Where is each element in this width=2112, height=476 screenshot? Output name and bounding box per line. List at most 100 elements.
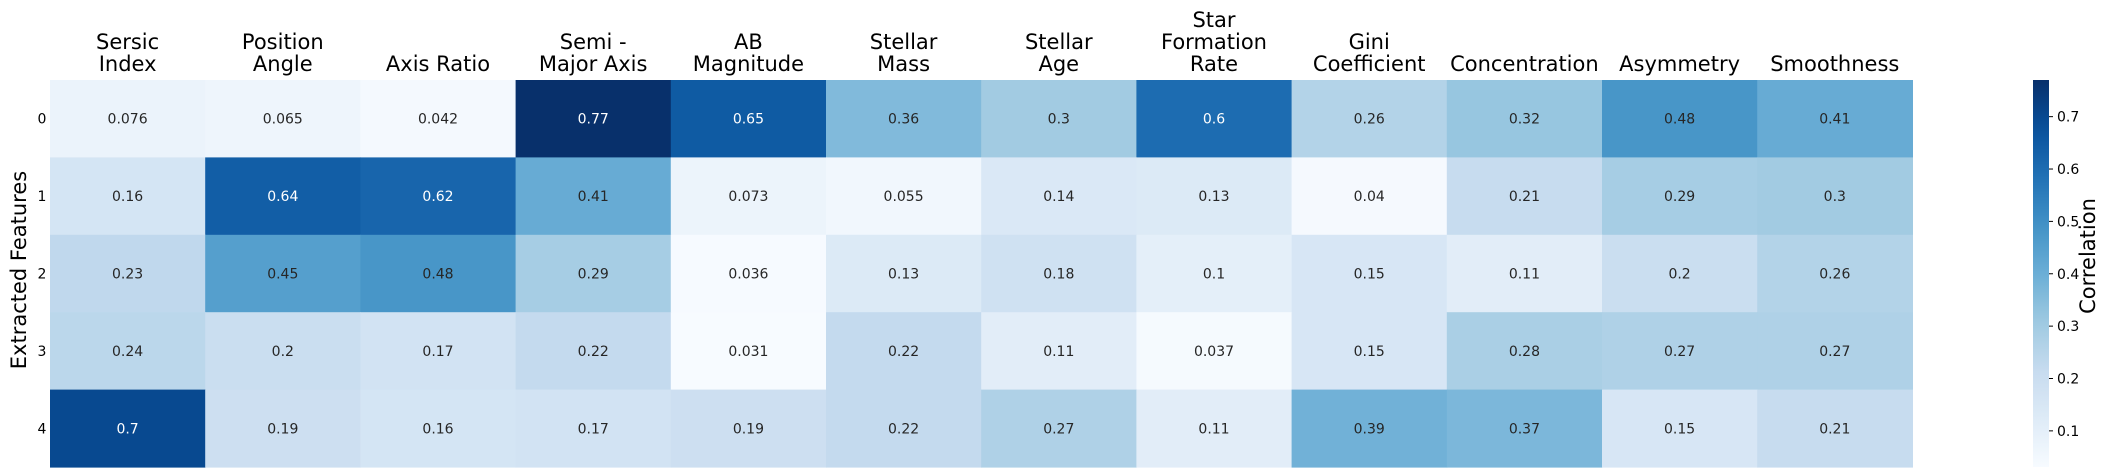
column-label: Position (242, 30, 324, 54)
cell-value-label: 0.16 (112, 189, 143, 205)
cell-value-label: 0.18 (1043, 267, 1074, 283)
heatmap-cell (1602, 312, 1758, 391)
cell-value-label: 0.21 (1509, 189, 1540, 205)
cell-value-label: 0.036 (728, 267, 768, 283)
column-label: Rate (1190, 52, 1238, 76)
cell-value-label: 0.11 (1509, 267, 1540, 283)
cell-value-label: 0.2 (1668, 267, 1690, 283)
heatmap-cell (1291, 234, 1448, 313)
cell-value-label: 0.076 (108, 112, 148, 128)
colorbar-tick-label: 0.1 (2057, 424, 2079, 440)
heatmap-cell (1446, 80, 1603, 158)
heatmap-cell (1602, 80, 1758, 158)
colorbar-tick-label: 0.7 (2057, 110, 2079, 126)
cell-value-label: 0.22 (578, 344, 609, 360)
heatmap-cell (826, 157, 982, 236)
heatmap-cell (50, 80, 206, 158)
column-label: Gini (1349, 30, 1390, 54)
cell-value-label: 0.04 (1354, 189, 1385, 205)
heatmap-cell (981, 389, 1137, 468)
row-label: 2 (38, 267, 47, 283)
column-label: Star (1192, 8, 1235, 32)
heatmap-cell (1136, 312, 1293, 391)
cell-value-label: 0.3 (1824, 189, 1846, 205)
column-label: Semi - (560, 30, 627, 54)
heatmap-cell (360, 234, 517, 313)
heatmap-cell (1757, 312, 1913, 391)
cell-value-label: 0.26 (1819, 267, 1850, 283)
heatmap-cell (1136, 234, 1293, 313)
cell-value-label: 0.2 (272, 344, 294, 360)
heatmap-cell (50, 157, 206, 236)
cell-value-label: 0.32 (1509, 112, 1540, 128)
heatmap-cell (515, 80, 672, 158)
cell-value-label: 0.29 (578, 267, 609, 283)
row-label: 3 (38, 344, 47, 360)
heatmap-cell (50, 389, 206, 468)
cell-value-label: 0.64 (267, 189, 298, 205)
cell-value-label: 0.042 (418, 112, 458, 128)
heatmap-cell (670, 312, 827, 391)
cell-value-label: 0.14 (1043, 189, 1074, 205)
cell-value-label: 0.28 (1509, 344, 1540, 360)
column-label: Angle (253, 52, 313, 76)
y-axis-label: Extracted Features (7, 171, 31, 369)
heatmap-cell (360, 389, 517, 468)
heatmap-cell (1757, 389, 1913, 468)
heatmap-cell (1446, 389, 1603, 468)
column-label: Mass (877, 52, 930, 76)
heatmap-cell (1602, 389, 1758, 468)
cell-value-label: 0.7 (116, 421, 138, 437)
cell-value-label: 0.055 (884, 189, 924, 205)
row-label: 1 (38, 189, 47, 205)
colorbar-tick-label: 0.3 (2057, 319, 2079, 335)
heatmap-cell (1602, 234, 1758, 313)
column-label: Coefficient (1313, 52, 1426, 76)
heatmap-cell (360, 157, 517, 236)
column-label: Asymmetry (1619, 52, 1740, 76)
cell-value-label: 0.073 (728, 189, 768, 205)
heatmap-cell (205, 234, 361, 313)
cell-value-label: 0.77 (578, 112, 609, 128)
cell-value-label: 0.065 (263, 112, 303, 128)
heatmap-cell (1136, 80, 1293, 158)
cell-value-label: 0.15 (1354, 344, 1385, 360)
heatmap-cell (1757, 157, 1913, 236)
heatmap-cell (360, 80, 517, 158)
cell-value-label: 0.16 (422, 421, 453, 437)
cell-value-label: 0.11 (1043, 344, 1074, 360)
heatmap-cell (515, 389, 672, 468)
cell-value-label: 0.27 (1043, 421, 1074, 437)
heatmap-cell (981, 234, 1137, 313)
heatmap-cell (670, 389, 827, 468)
cell-value-label: 0.23 (112, 267, 143, 283)
heatmap-cell (205, 389, 361, 468)
heatmap-cell (826, 80, 982, 158)
cell-value-label: 0.22 (888, 344, 919, 360)
heatmap-cell (205, 312, 361, 391)
cell-value-label: 0.22 (888, 421, 919, 437)
heatmap-cell (515, 312, 672, 391)
cell-value-label: 0.29 (1664, 189, 1695, 205)
heatmap-cell (1446, 157, 1603, 236)
cell-value-label: 0.65 (733, 112, 764, 128)
heatmap-cell (1291, 312, 1448, 391)
heatmap-cell (360, 312, 517, 391)
cell-value-label: 0.3 (1048, 112, 1070, 128)
column-label: Concentration (1450, 52, 1599, 76)
cell-value-label: 0.11 (1198, 421, 1229, 437)
cell-value-label: 0.6 (1203, 112, 1225, 128)
heatmap-cell (1291, 389, 1448, 468)
colorbar (2033, 80, 2049, 467)
cell-value-label: 0.45 (267, 267, 298, 283)
column-label: Smoothness (1770, 52, 1899, 76)
cell-value-label: 0.39 (1354, 421, 1385, 437)
column-label: Formation (1161, 30, 1267, 54)
column-label: Stellar (1025, 30, 1093, 54)
cell-value-label: 0.17 (578, 421, 609, 437)
heatmap-cell (1446, 234, 1603, 313)
heatmap-cell (981, 157, 1137, 236)
heatmap-cell (1757, 234, 1913, 313)
heatmap-cell (1446, 312, 1603, 391)
